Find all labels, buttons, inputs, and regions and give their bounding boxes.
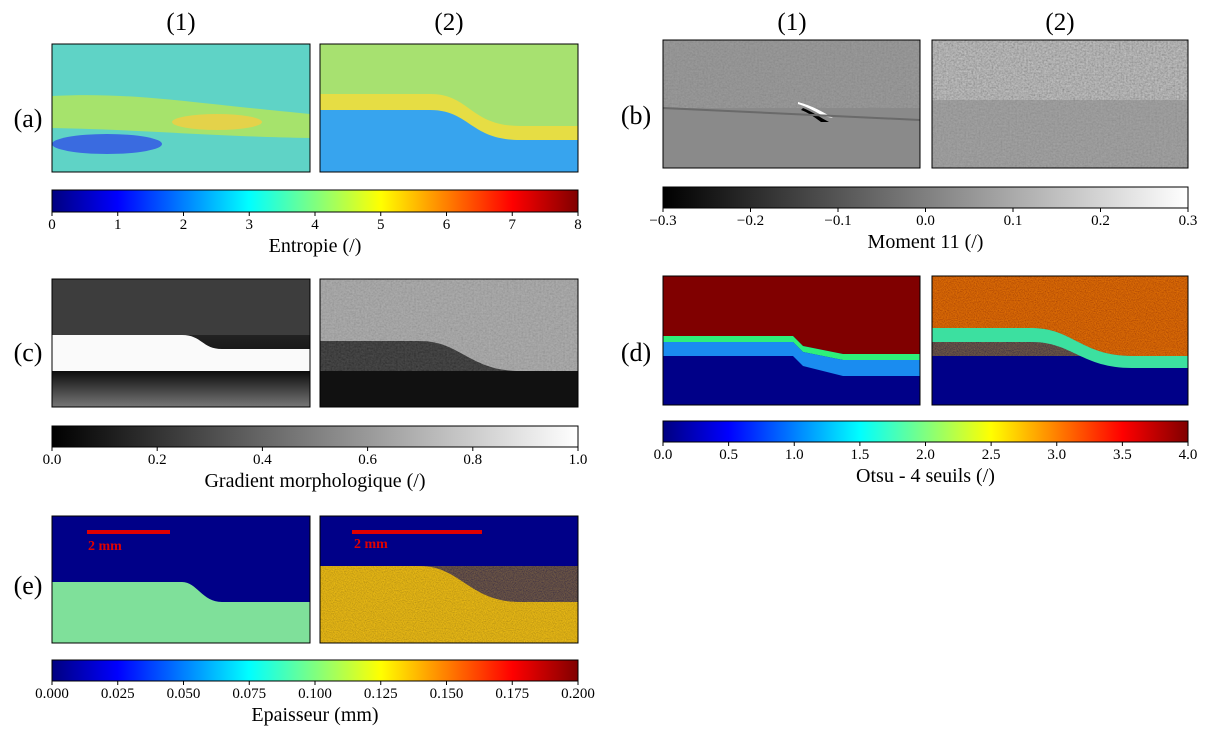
tick-label: 2.5 [982, 447, 1001, 463]
colorbar [662, 186, 1189, 209]
tick-label: −0.3 [649, 213, 676, 229]
tick-label: 3.5 [1113, 447, 1132, 463]
colorbar [51, 425, 579, 448]
column-header: (2) [434, 9, 463, 36]
panel-label: (a) [14, 104, 43, 133]
tick-label: 0.0 [43, 452, 62, 468]
colorbar [51, 189, 579, 213]
column-header: (2) [1045, 9, 1074, 36]
tick-label: 0.150 [430, 686, 464, 702]
tick-label: −0.1 [824, 213, 851, 229]
panel-label: (c) [14, 338, 43, 367]
tick-label: 3 [246, 217, 254, 233]
image-b2 [931, 39, 1189, 169]
tick-label: 0.2 [1091, 213, 1110, 229]
tick-label: 0.4 [253, 452, 272, 468]
tick-label: 1.5 [851, 447, 870, 463]
image-a2 [319, 43, 579, 173]
tick-label: 7 [509, 217, 517, 233]
tick-label: 4 [311, 217, 319, 233]
tick-label: 0.3 [1179, 213, 1198, 229]
tick-label: 0.025 [101, 686, 135, 702]
scale-bar-label: 2 mm [88, 539, 122, 554]
tick-label: 0.175 [495, 686, 529, 702]
tick-label: 0.100 [298, 686, 332, 702]
colorbar [51, 659, 579, 682]
tick-label: 0.5 [719, 447, 738, 463]
scale-bar-label: 2 mm [354, 537, 388, 552]
panel-label: (d) [621, 338, 651, 367]
tick-label: 0.8 [463, 452, 482, 468]
tick-label: 3.0 [1047, 447, 1066, 463]
tick-label: 0.0 [654, 447, 673, 463]
tick-label: 0.6 [358, 452, 377, 468]
panel-label: (b) [621, 101, 651, 130]
tick-label: 0.125 [364, 686, 398, 702]
tick-label: 0.075 [232, 686, 266, 702]
tick-label: 0.050 [167, 686, 201, 702]
colorbar [662, 420, 1189, 443]
image-d2 [931, 275, 1189, 406]
colorbar-label: Gradient morphologique (/) [204, 470, 425, 492]
image-d1 [662, 275, 921, 406]
tick-label: 1 [114, 217, 122, 233]
image-b1 [662, 39, 921, 169]
tick-label: 6 [443, 217, 451, 233]
colorbar-label: Otsu - 4 seuils (/) [856, 465, 995, 487]
column-header: (1) [166, 9, 195, 36]
image-e2: 2 mm [319, 515, 579, 644]
tick-label: 0.1 [1004, 213, 1023, 229]
tick-label: 0.2 [148, 452, 167, 468]
tick-label: 0 [48, 217, 56, 233]
colorbar-label: Moment 11 (/) [868, 231, 984, 253]
tick-label: 0.200 [561, 686, 595, 702]
tick-label: 1.0 [785, 447, 804, 463]
colorbar-label: Epaisseur (mm) [251, 704, 378, 726]
tick-label: −0.2 [737, 213, 764, 229]
image-e1: 2 mm [51, 515, 311, 644]
colorbar-label: Entropie (/) [269, 235, 362, 257]
image-c1 [51, 278, 311, 408]
panel-label: (e) [14, 571, 43, 600]
tick-label: 4.0 [1179, 447, 1198, 463]
tick-label: 2.0 [916, 447, 935, 463]
tick-label: 1.0 [569, 452, 588, 468]
tick-label: 8 [574, 217, 582, 233]
image-a1 [51, 43, 311, 173]
tick-label: 2 [180, 217, 188, 233]
tick-label: 0.0 [916, 213, 935, 229]
tick-label: 5 [377, 217, 385, 233]
image-c2 [319, 278, 579, 408]
column-header: (1) [777, 9, 806, 36]
tick-label: 0.000 [35, 686, 69, 702]
